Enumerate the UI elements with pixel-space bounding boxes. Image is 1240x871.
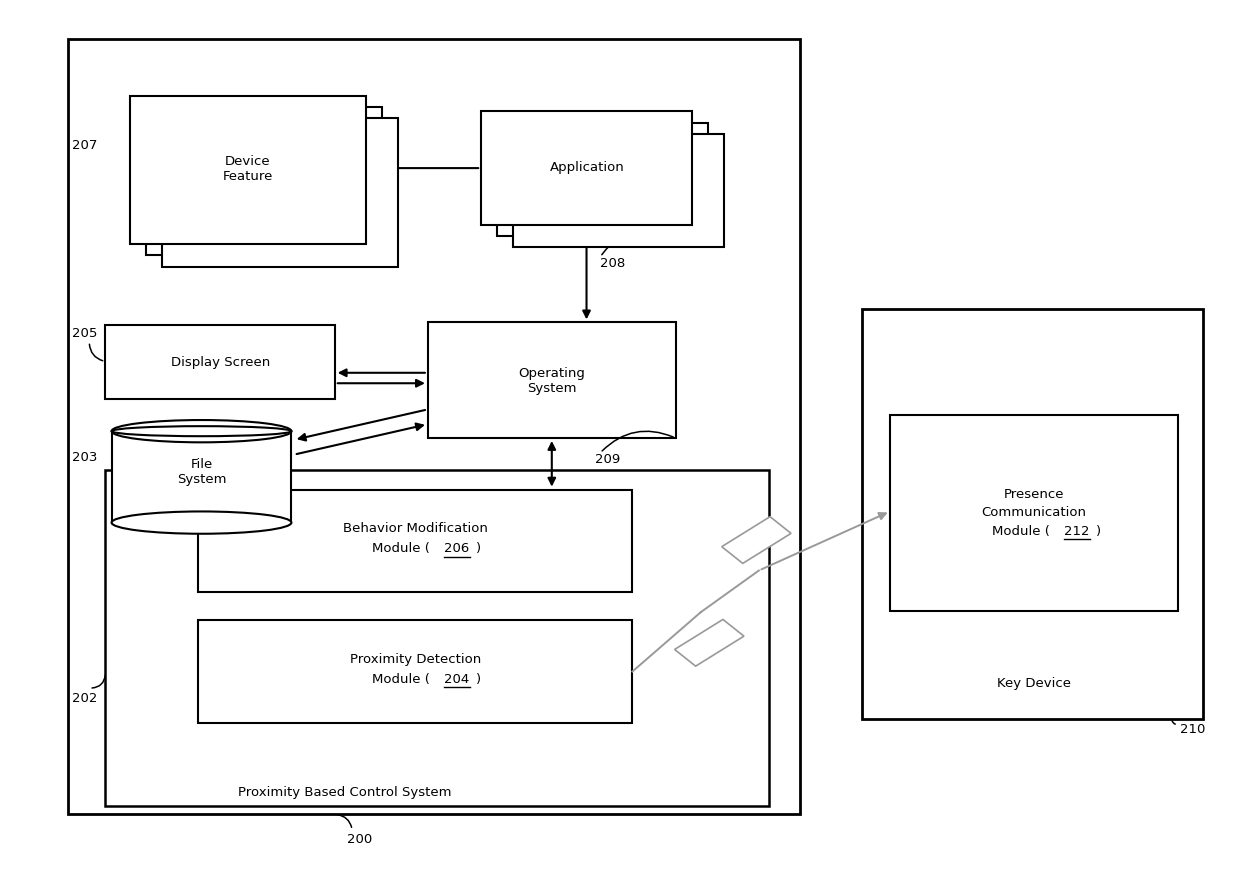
- Polygon shape: [675, 619, 744, 666]
- Text: Module (: Module (: [372, 673, 430, 685]
- FancyBboxPatch shape: [481, 111, 692, 225]
- Text: 206: 206: [444, 543, 469, 555]
- Text: Device
Feature: Device Feature: [223, 155, 273, 183]
- FancyBboxPatch shape: [68, 39, 800, 814]
- Text: 212: 212: [1064, 525, 1090, 537]
- Text: Presence: Presence: [1004, 489, 1064, 501]
- Text: 208: 208: [600, 257, 625, 269]
- Text: Communication: Communication: [982, 506, 1086, 518]
- Text: Operating
System: Operating System: [518, 367, 585, 395]
- Text: Proximity Detection: Proximity Detection: [350, 653, 481, 665]
- Text: ): ): [1096, 525, 1101, 537]
- FancyBboxPatch shape: [198, 620, 632, 723]
- Text: 203: 203: [72, 451, 97, 463]
- Text: 209: 209: [595, 453, 620, 465]
- FancyBboxPatch shape: [513, 134, 724, 247]
- Ellipse shape: [112, 420, 291, 442]
- FancyBboxPatch shape: [146, 107, 382, 255]
- Text: ): ): [476, 673, 481, 685]
- Text: Display Screen: Display Screen: [171, 356, 270, 368]
- FancyBboxPatch shape: [105, 325, 335, 399]
- Ellipse shape: [112, 511, 291, 534]
- Polygon shape: [722, 517, 791, 564]
- FancyBboxPatch shape: [862, 309, 1203, 719]
- Text: File
System: File System: [177, 458, 227, 486]
- FancyBboxPatch shape: [112, 431, 291, 523]
- Text: 200: 200: [347, 834, 372, 846]
- FancyBboxPatch shape: [105, 470, 769, 806]
- FancyBboxPatch shape: [428, 322, 676, 438]
- FancyBboxPatch shape: [162, 118, 398, 267]
- FancyBboxPatch shape: [198, 490, 632, 592]
- Text: Module (: Module (: [992, 525, 1050, 537]
- Text: 205: 205: [72, 327, 97, 340]
- Text: 207: 207: [72, 139, 97, 152]
- FancyBboxPatch shape: [497, 123, 708, 236]
- FancyBboxPatch shape: [890, 415, 1178, 611]
- FancyBboxPatch shape: [130, 96, 366, 244]
- Text: Key Device: Key Device: [997, 678, 1071, 690]
- Text: Proximity Based Control System: Proximity Based Control System: [238, 787, 451, 799]
- Text: ): ): [476, 543, 481, 555]
- Text: Module (: Module (: [372, 543, 430, 555]
- Text: 210: 210: [1180, 723, 1205, 735]
- Text: 204: 204: [444, 673, 469, 685]
- Text: Behavior Modification: Behavior Modification: [343, 523, 487, 535]
- Text: 202: 202: [72, 692, 97, 705]
- Text: Application: Application: [551, 161, 625, 173]
